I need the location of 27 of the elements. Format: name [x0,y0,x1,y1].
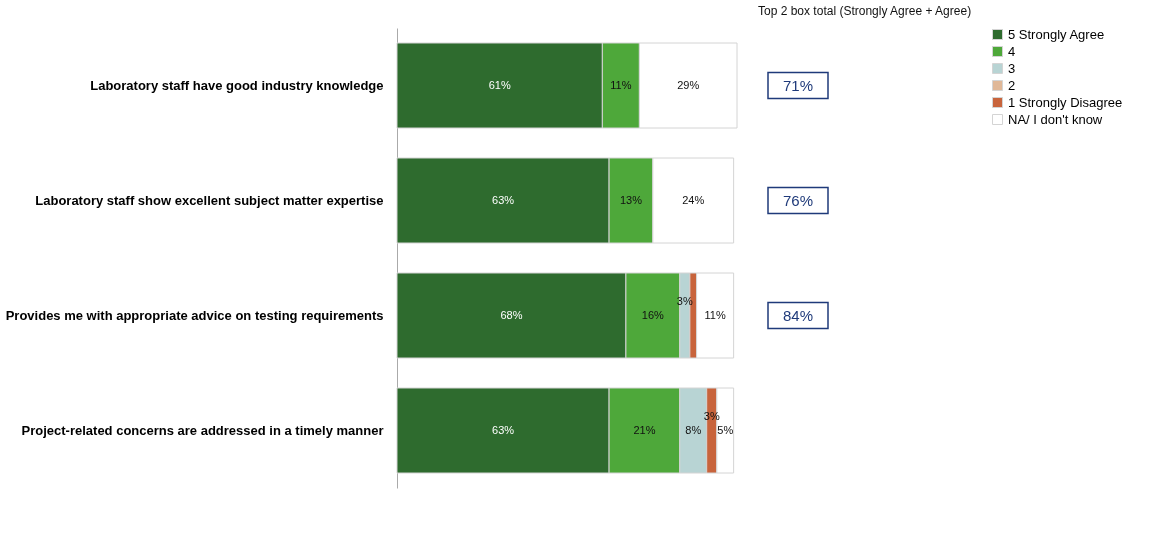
legend-label: 5 Strongly Agree [1008,26,1105,42]
legend-label: 4 [1008,43,1016,59]
data-label: 5% [717,423,734,436]
text: Top 2 box total (Strongly Agree + Agree) [758,4,972,18]
text: 76% [782,191,814,209]
y-tick-label: Provides me with appropriate advice on testing requirements [5,307,384,323]
data-label: 63% [492,423,515,436]
data-label: 16% [641,308,665,321]
y-tick-label: Laboratory staff have good industry knowledge [90,77,384,93]
data-label: 11% [610,78,632,91]
data-label: 63% [492,193,515,206]
data-label: 61% [488,78,511,91]
data-label: 8% [685,423,702,436]
legend-label: 1 Strongly Disagree [1008,94,1123,110]
text: 84% [782,306,814,324]
data-label: 68% [500,308,523,321]
legend-label: NA/ I don't know [1008,111,1103,127]
legend-label: 3 [1008,60,1016,76]
y-tick-label: Project-related concerns are addressed in a timely manner [21,422,384,438]
data-label: 24% [682,193,705,206]
data-label: 13% [619,193,643,206]
text: 71% [782,76,814,94]
data-label: 21% [633,423,656,436]
y-tick-label: Laboratory staff show excellent subject matter expertise [35,192,384,208]
data-label: 11% [704,308,726,321]
data-label: 29% [677,78,700,91]
legend-label: 2 [1008,77,1016,93]
